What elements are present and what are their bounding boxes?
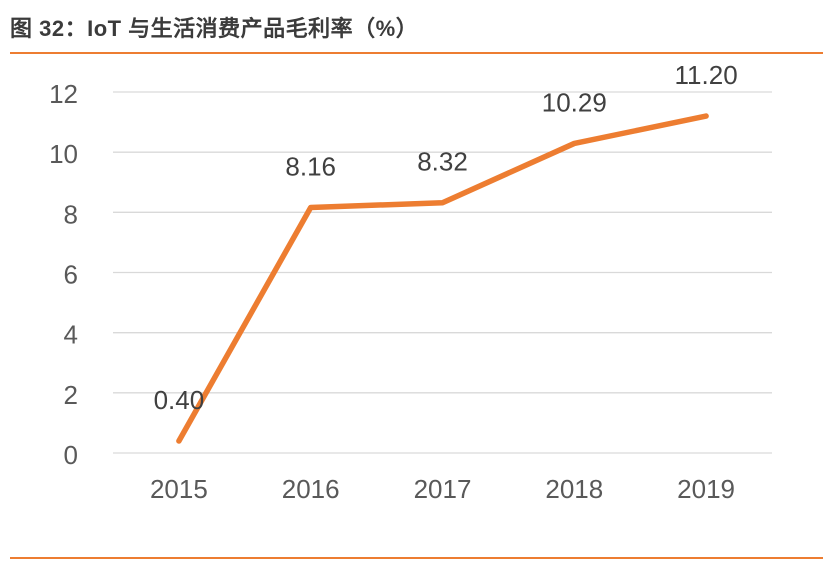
title-underline-rule — [10, 52, 823, 54]
y-axis-tick-label: 12 — [49, 79, 78, 109]
series-line — [176, 113, 709, 444]
y-axis-tick-label: 8 — [64, 199, 78, 229]
x-axis-tick-label: 2018 — [545, 474, 603, 504]
figure-title: 图 32：IoT 与生活消费产品毛利率（%） — [10, 16, 419, 41]
x-axis-tick-label: 2019 — [677, 474, 735, 504]
y-axis-tick-label: 10 — [49, 139, 78, 169]
y-axis-tick-label: 2 — [64, 380, 78, 410]
y-axis-tick-label: 4 — [64, 320, 78, 350]
y-axis-tick-label: 6 — [64, 260, 78, 290]
footer-rule — [10, 557, 823, 559]
x-axis-tick-label: 2017 — [414, 474, 472, 504]
y-axis-tick-label: 0 — [64, 440, 78, 470]
x-axis-tick-label: 2015 — [150, 474, 208, 504]
data-label: 0.40 — [154, 385, 205, 415]
x-axis-tick-label: 2016 — [282, 474, 340, 504]
data-label: 10.29 — [542, 87, 607, 117]
data-label: 11.20 — [675, 60, 738, 90]
data-label: 8.16 — [285, 152, 336, 182]
data-label: 8.32 — [417, 147, 468, 177]
